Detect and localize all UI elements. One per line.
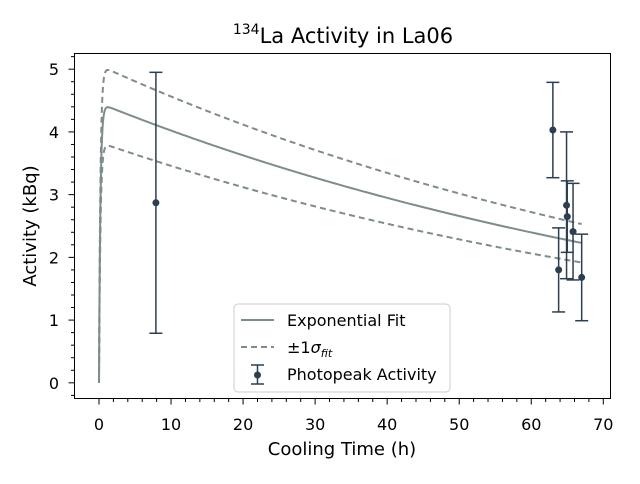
legend: Exponential Fit ±1σfit Photopeak Activit… [233, 303, 451, 393]
y-tick-label: 3 [49, 186, 59, 205]
legend-fit-label: Exponential Fit [287, 311, 405, 330]
legend-sigma-label: ±1σfit [287, 338, 333, 360]
y-tick-label: 4 [49, 123, 59, 142]
chart-title: 134La Activity in La06 [233, 22, 453, 48]
x-tick-label: 20 [233, 415, 253, 434]
data-point-0 [149, 71, 163, 335]
data-point-1 [546, 81, 560, 179]
legend-points-label: Photopeak Activity [287, 365, 437, 384]
point-marker [578, 273, 586, 281]
point-marker [569, 228, 577, 236]
data-point-2 [552, 227, 566, 313]
photopeak-points [149, 71, 589, 335]
x-tick-label: 10 [161, 415, 181, 434]
x-axis-label: Cooling Time (h) [268, 439, 416, 460]
fit-curves [97, 68, 582, 383]
fit-lower-bound [97, 144, 582, 383]
y-axis: 0 1 2 3 4 5 [49, 56, 75, 396]
y-tick-label: 0 [49, 374, 59, 393]
legend-box [233, 303, 451, 393]
point-marker [555, 266, 563, 274]
plot-frame [74, 53, 611, 399]
legend-points-swatch [251, 364, 264, 385]
x-axis: 0 10 20 30 40 50 60 70 [94, 398, 613, 434]
x-tick-label: 60 [521, 415, 541, 434]
data-point-5 [566, 182, 580, 281]
point-marker [563, 213, 571, 221]
y-axis-label: Activity (kBq) [20, 165, 41, 286]
plot-area: 0 10 20 30 40 50 60 70 0 1 2 3 4 5 [49, 53, 613, 434]
data-point-4 [560, 180, 574, 254]
x-tick-label: 50 [449, 415, 469, 434]
y-tick-label: 2 [49, 248, 59, 267]
data-point-6 [575, 233, 589, 322]
point-marker [152, 199, 160, 207]
y-tick-label: 5 [49, 60, 59, 79]
x-tick-label: 0 [94, 415, 104, 434]
point-marker [549, 126, 557, 134]
x-tick-label: 30 [305, 415, 325, 434]
y-tick-label: 1 [49, 311, 59, 330]
fit-upper-bound [97, 68, 582, 383]
x-tick-label: 70 [593, 415, 613, 434]
x-tick-label: 40 [377, 415, 397, 434]
fit-curve [97, 106, 582, 383]
